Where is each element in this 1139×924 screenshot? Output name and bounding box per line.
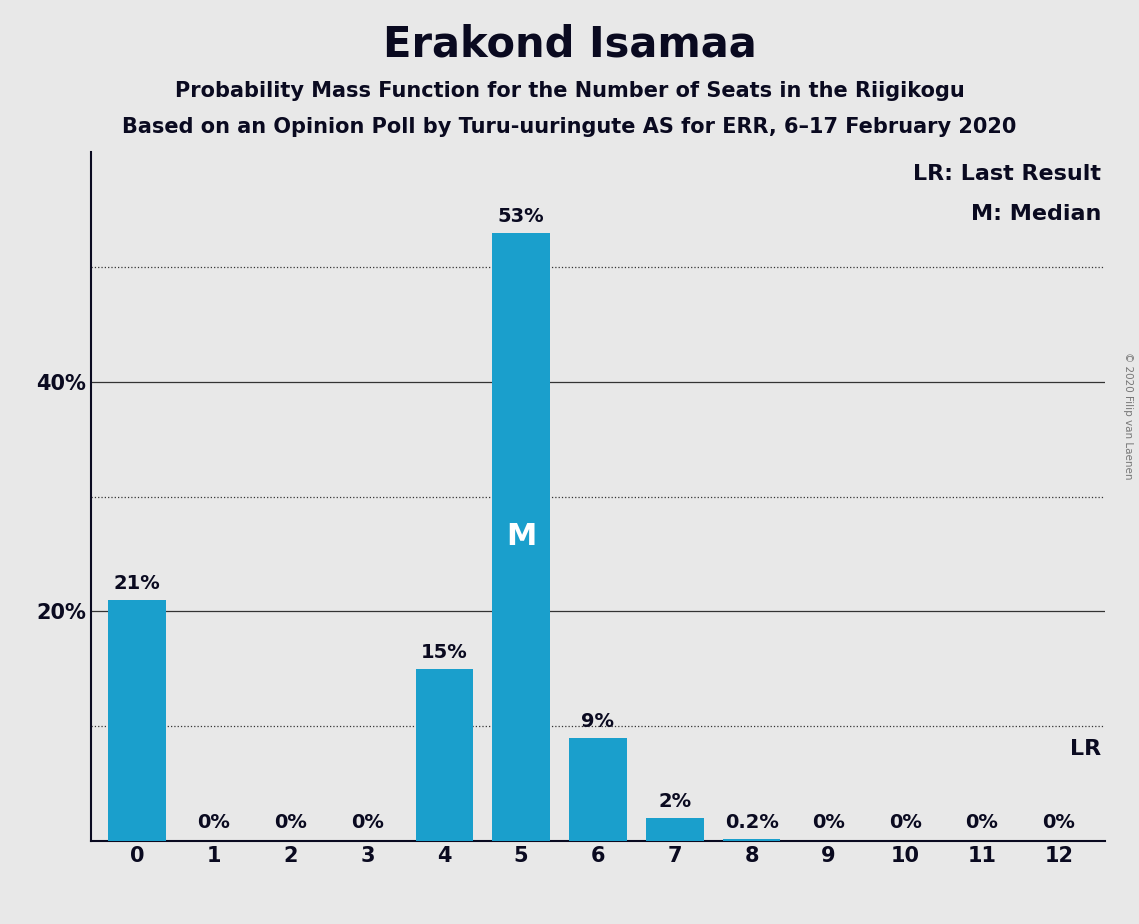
Text: Erakond Isamaa: Erakond Isamaa: [383, 23, 756, 65]
Bar: [492, 233, 550, 841]
Bar: [570, 737, 626, 841]
Bar: [723, 839, 780, 841]
Text: LR: Last Result: LR: Last Result: [913, 164, 1101, 184]
Text: 53%: 53%: [498, 207, 544, 225]
Text: 2%: 2%: [658, 792, 691, 811]
Text: 0%: 0%: [888, 813, 921, 832]
Text: Probability Mass Function for the Number of Seats in the Riigikogu: Probability Mass Function for the Number…: [174, 81, 965, 102]
Bar: [646, 818, 704, 841]
Text: M: M: [506, 522, 536, 552]
Text: © 2020 Filip van Laenen: © 2020 Filip van Laenen: [1123, 352, 1133, 480]
Text: Based on an Opinion Poll by Turu-uuringute AS for ERR, 6–17 February 2020: Based on an Opinion Poll by Turu-uuringu…: [122, 117, 1017, 138]
Text: 0%: 0%: [1042, 813, 1075, 832]
Bar: [416, 669, 473, 841]
Text: 21%: 21%: [114, 574, 161, 593]
Text: 0%: 0%: [274, 813, 308, 832]
Text: 0.2%: 0.2%: [724, 813, 778, 832]
Text: 9%: 9%: [582, 711, 614, 731]
Text: 0%: 0%: [812, 813, 845, 832]
Text: M: Median: M: Median: [970, 204, 1101, 225]
Text: 0%: 0%: [197, 813, 230, 832]
Bar: [108, 600, 166, 841]
Text: LR: LR: [1070, 739, 1101, 759]
Text: 15%: 15%: [421, 643, 468, 662]
Text: 0%: 0%: [966, 813, 999, 832]
Text: 0%: 0%: [351, 813, 384, 832]
